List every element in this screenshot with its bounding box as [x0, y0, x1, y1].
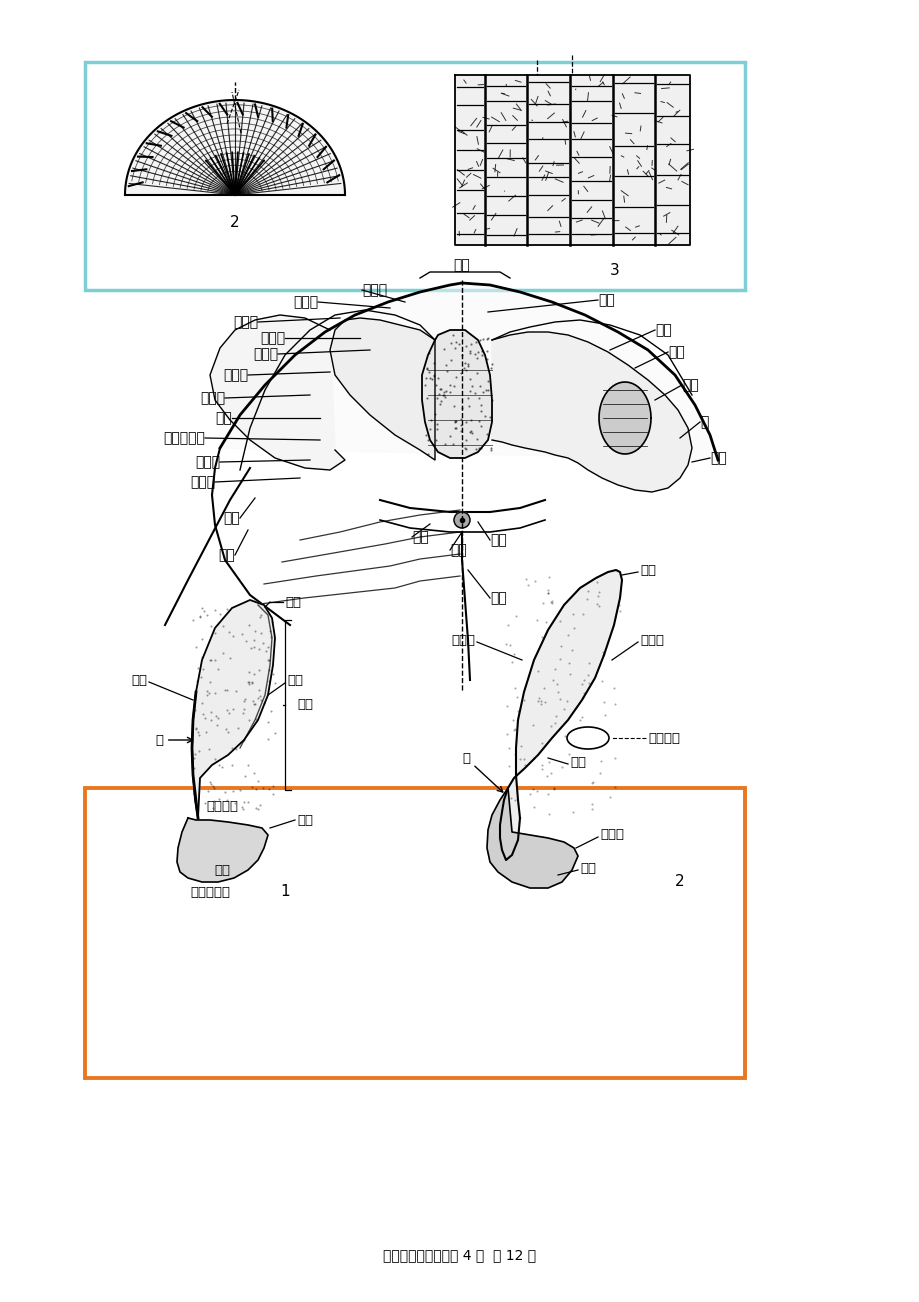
Text: （口面）: （口面） [206, 799, 238, 812]
Text: 前: 前 [461, 751, 503, 792]
Text: 顶尖: 顶尖 [640, 564, 655, 577]
Polygon shape [486, 788, 577, 888]
Polygon shape [422, 329, 492, 458]
Text: 头盖: 头盖 [453, 258, 470, 272]
FancyBboxPatch shape [85, 62, 744, 290]
Text: 前缘: 前缘 [130, 673, 147, 686]
Text: 2: 2 [230, 215, 240, 230]
Text: 2: 2 [675, 875, 684, 889]
Text: 前: 前 [154, 733, 192, 746]
Text: 颊刺: 颊刺 [223, 510, 240, 525]
Text: 后缘脊: 后缘脊 [640, 634, 664, 647]
Text: 颈刺: 颈刺 [490, 591, 506, 605]
Text: （反口面）: （反口面） [190, 885, 230, 898]
Text: 眼前翼: 眼前翼 [199, 391, 225, 405]
Text: 3: 3 [609, 263, 619, 279]
Text: 边缘沟: 边缘沟 [259, 331, 285, 345]
Polygon shape [330, 318, 435, 460]
Text: 顶尖: 顶尖 [285, 595, 301, 608]
Polygon shape [192, 600, 275, 818]
Text: 前缘脊: 前缘脊 [450, 634, 474, 647]
Text: 颈环: 颈环 [412, 530, 428, 544]
Polygon shape [598, 381, 651, 454]
Text: 内边缘: 内边缘 [253, 348, 278, 361]
Text: 反口缘: 反口缘 [599, 828, 623, 841]
Text: 颊刺: 颊刺 [218, 548, 234, 562]
Polygon shape [455, 76, 689, 245]
Text: 1: 1 [280, 884, 289, 900]
Ellipse shape [566, 727, 608, 749]
Text: 背沟: 背沟 [667, 345, 684, 359]
Text: 基部: 基部 [297, 814, 312, 827]
Text: 颈瘤: 颈瘤 [449, 543, 466, 557]
Text: 齿锥: 齿锥 [297, 698, 312, 711]
Text: 颊角: 颊角 [709, 450, 726, 465]
Text: 基腔: 基腔 [579, 862, 596, 875]
Text: 后边缘: 后边缘 [189, 475, 215, 490]
Text: 外边缘: 外边缘 [361, 283, 387, 297]
Text: 头鞍: 头鞍 [597, 293, 614, 307]
Text: 口缘: 口缘 [570, 755, 585, 768]
Text: 《古生物地史学》第 4 页  共 12 页: 《古生物地史学》第 4 页 共 12 页 [383, 1249, 536, 1262]
Text: 颈沟: 颈沟 [490, 533, 506, 547]
Text: 眼叶: 眼叶 [681, 378, 698, 392]
Text: 外边缘: 外边缘 [292, 296, 318, 309]
FancyBboxPatch shape [85, 788, 744, 1078]
Text: 固定颊眼区: 固定颊眼区 [163, 431, 205, 445]
Polygon shape [492, 332, 691, 492]
Text: 后侧翼: 后侧翼 [195, 454, 220, 469]
Polygon shape [210, 315, 345, 470]
Text: 基腔: 基腔 [214, 863, 230, 876]
Circle shape [453, 512, 470, 529]
Text: 肋: 肋 [699, 415, 708, 428]
Text: 活动颊: 活动颊 [222, 368, 248, 381]
Polygon shape [125, 100, 345, 195]
Text: 面线: 面线 [654, 323, 671, 337]
Polygon shape [176, 818, 267, 881]
Polygon shape [499, 570, 621, 861]
Polygon shape [220, 283, 717, 460]
Text: 齿锥断面: 齿锥断面 [647, 732, 679, 745]
Text: 后缘: 后缘 [287, 673, 302, 686]
Text: 前边缘: 前边缘 [233, 315, 257, 329]
Text: 眼脊: 眼脊 [215, 411, 232, 424]
